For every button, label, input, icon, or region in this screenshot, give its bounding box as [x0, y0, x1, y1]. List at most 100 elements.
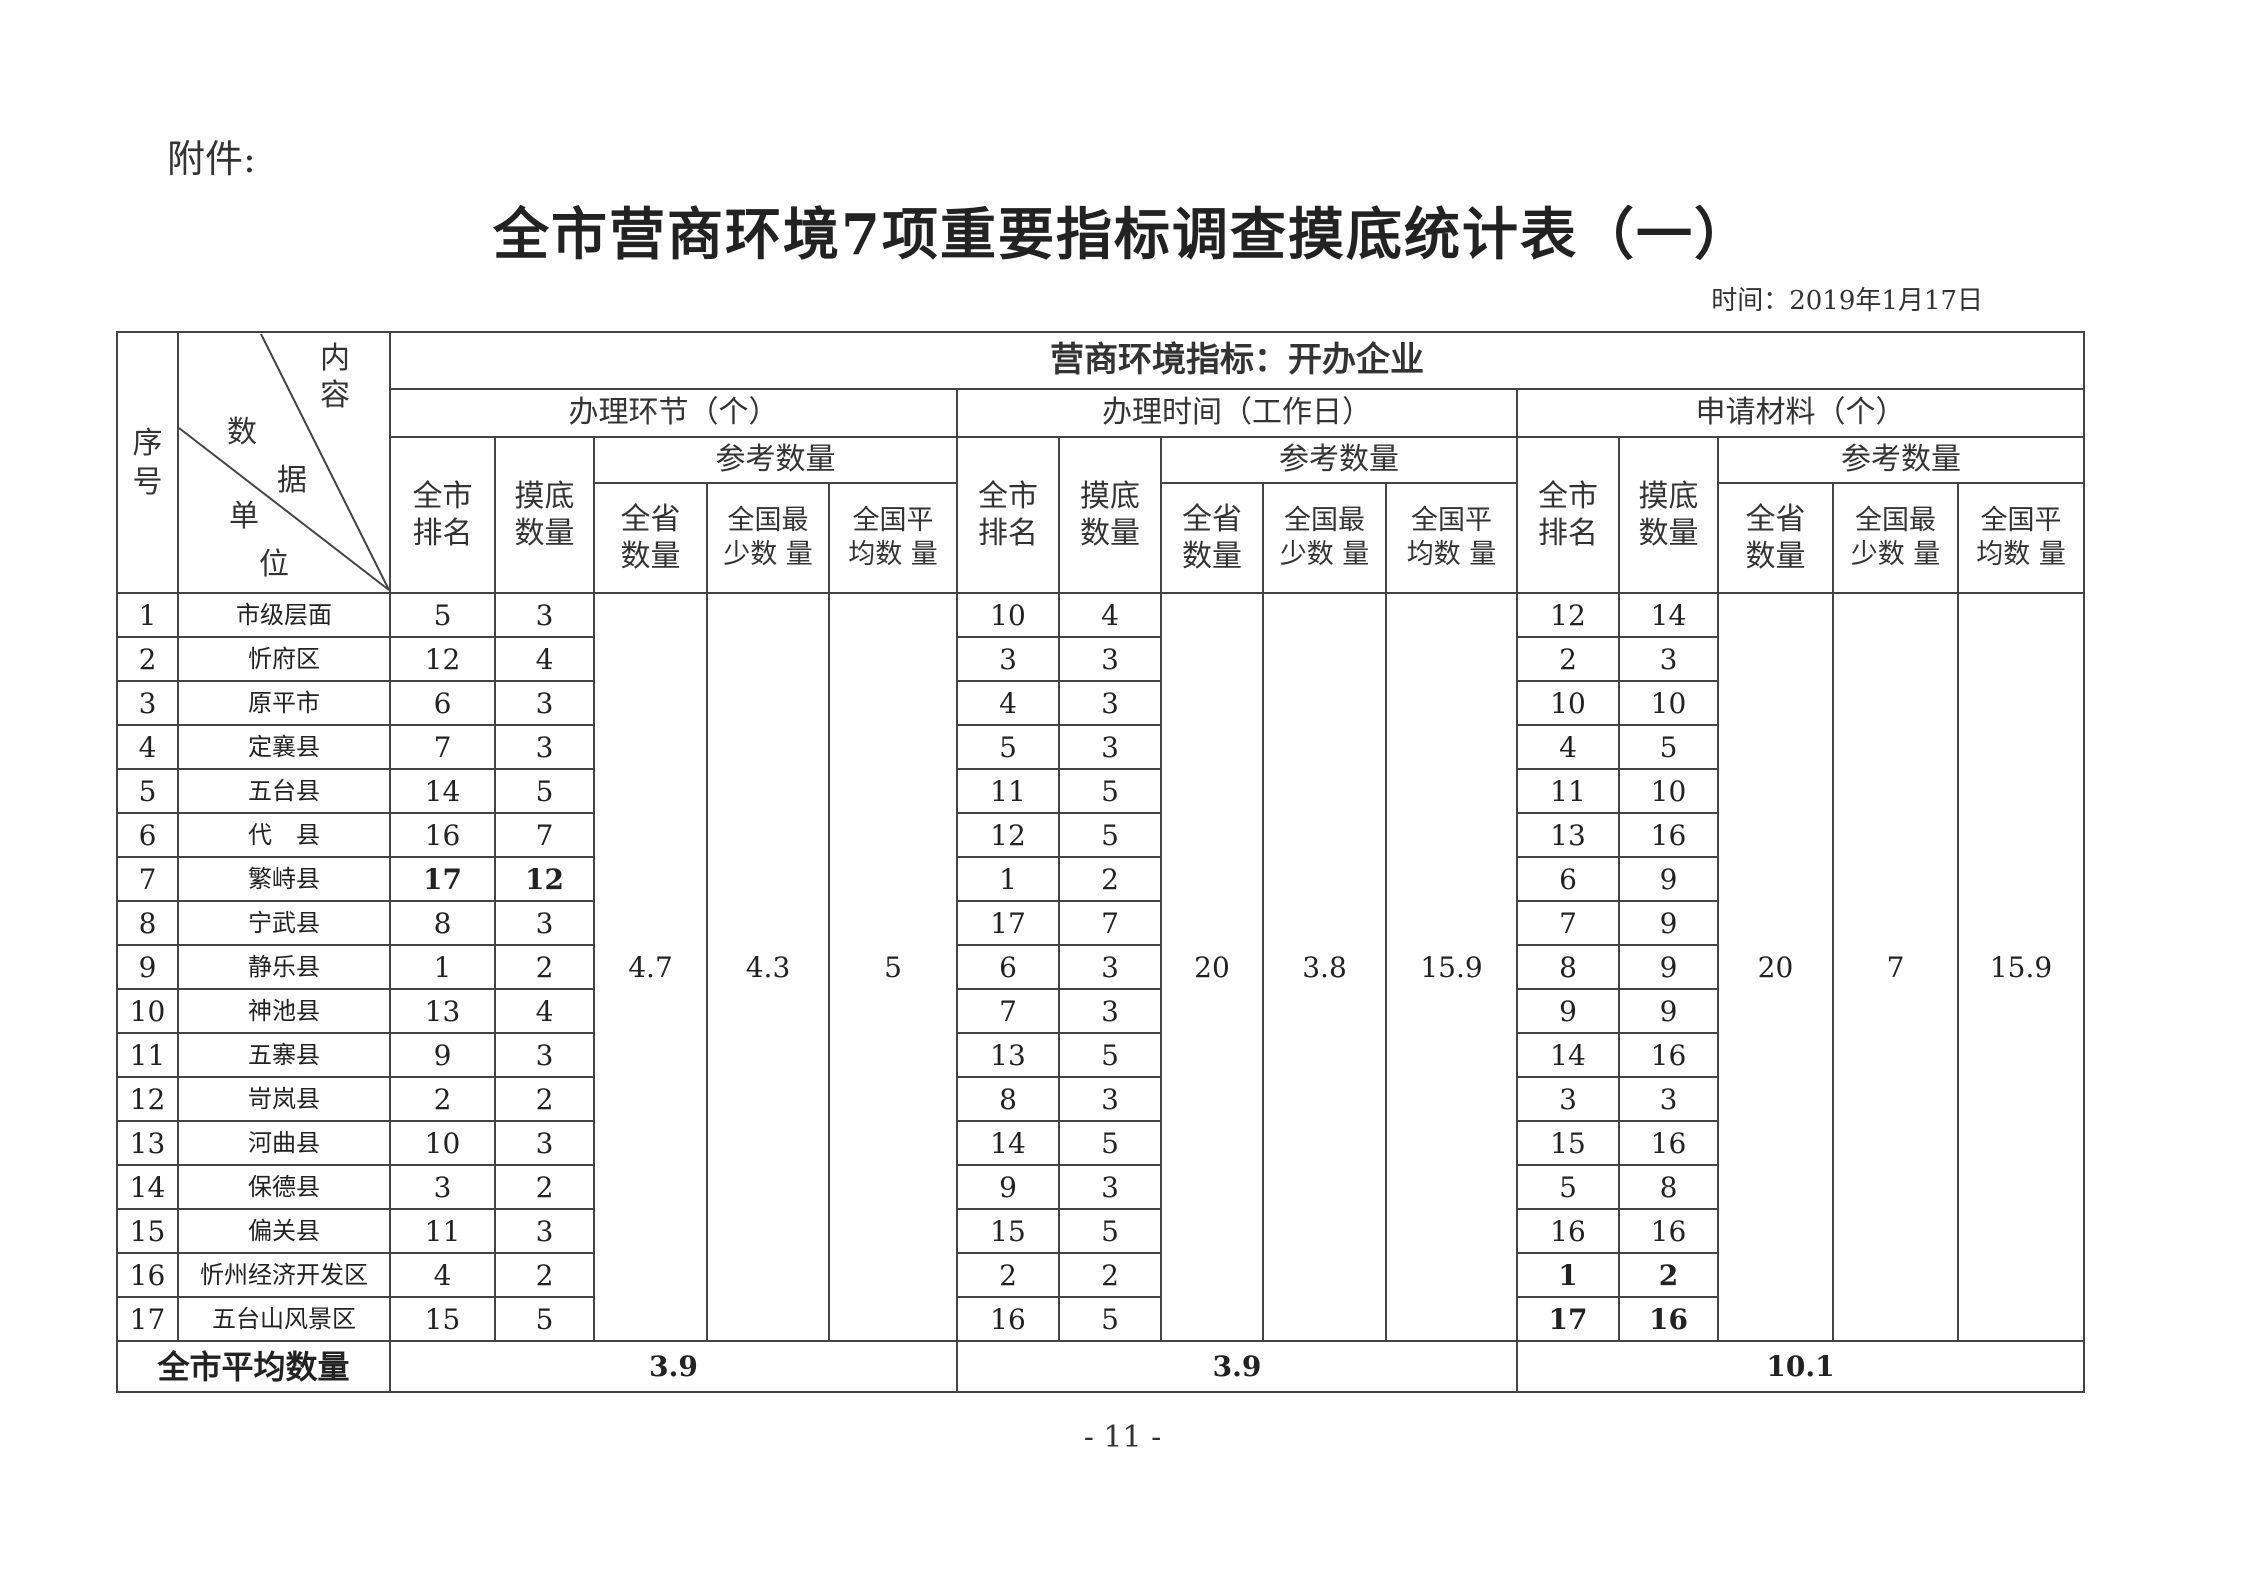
row-number: 16 [116, 1252, 179, 1298]
g1-city-rank: 4 [389, 1252, 496, 1298]
g1-city-average: 3.9 [389, 1340, 958, 1393]
diagonal-lines [179, 333, 390, 591]
g1-survey-qty: 7 [494, 812, 595, 858]
g1-survey-qty: 3 [494, 1208, 595, 1254]
g2-survey-qty: 5 [1058, 812, 1162, 858]
g1-city-rank: 2 [389, 1076, 496, 1122]
g2-survey-qty: 5 [1058, 1208, 1162, 1254]
survey-qty-header: 摸底数量 [494, 436, 595, 594]
g3-survey-qty: 9 [1618, 944, 1719, 990]
g1-national-min-value: 4.3 [706, 592, 830, 1342]
g2-national-avg-value: 15.9 [1385, 592, 1518, 1342]
g1-survey-qty: 2 [494, 1252, 595, 1298]
survey-qty-header: 摸底数量 [1058, 436, 1162, 594]
province-qty-header: 全省数量 [593, 482, 708, 594]
g2-survey-qty: 3 [1058, 636, 1162, 682]
unit-name: 五台县 [177, 768, 391, 814]
unit-name: 岢岚县 [177, 1076, 391, 1122]
row-number: 10 [116, 988, 179, 1034]
row-number: 5 [116, 768, 179, 814]
survey-qty-header: 摸底数量 [1618, 436, 1719, 594]
national-avg-header: 全国平均数 量 [1385, 482, 1518, 594]
g3-province-value: 20 [1717, 592, 1834, 1342]
row-number: 4 [116, 724, 179, 770]
city-rank-header: 全市排名 [1516, 436, 1620, 594]
city-average-row: 全市平均数量 3.9 3.9 10.1 [116, 1340, 2086, 1393]
row-number: 1 [116, 592, 179, 638]
reference-header: 参考数量 [1160, 436, 1518, 484]
unit-name: 市级层面 [177, 592, 391, 638]
table-row: 9 静乐县 1 2 6 3 8 9 [116, 944, 2084, 990]
table-row: 1 市级层面 5 3 4.7 4.3 5 10 4 20 3.8 15.9 12 14 20 7 15.… [116, 592, 2086, 1342]
g2-city-rank: 7 [956, 988, 1060, 1034]
row-number: 13 [116, 1120, 179, 1166]
row-number: 14 [116, 1164, 179, 1210]
unit-name: 原平市 [177, 680, 391, 726]
table-row: 11 五寨县 9 3 13 5 14 16 [116, 1032, 2084, 1078]
g2-survey-qty: 3 [1058, 988, 1162, 1034]
g1-survey-qty: 4 [494, 988, 595, 1034]
unit-name: 河曲县 [177, 1120, 391, 1166]
g3-survey-qty: 2 [1618, 1252, 1719, 1298]
g3-national-min-value: 7 [1832, 592, 1959, 1342]
g2-city-rank: 5 [956, 724, 1060, 770]
diag-content-label: 内容 [320, 340, 350, 414]
g1-city-rank: 7 [389, 724, 496, 770]
table-row: 8 宁武县 8 3 17 7 7 9 [116, 900, 2084, 946]
row-number: 3 [116, 680, 179, 726]
g1-survey-qty: 3 [494, 592, 595, 638]
header-seq: 序号 [116, 331, 179, 594]
g1-city-rank: 9 [389, 1032, 496, 1078]
g1-survey-qty: 5 [494, 768, 595, 814]
g2-survey-qty: 5 [1058, 1296, 1162, 1342]
unit-name: 忻州经济开发区 [177, 1252, 391, 1298]
g1-survey-qty: 5 [494, 1296, 595, 1342]
g1-survey-qty: 2 [494, 1164, 595, 1210]
g3-survey-qty: 5 [1618, 724, 1719, 770]
page-number: - 11 - [1083, 1420, 1162, 1455]
indicator-header: 营商环境指标：开办企业 [388, 331, 2086, 390]
table-row: 13 河曲县 10 3 14 5 15 16 [116, 1120, 2084, 1166]
reference-header: 参考数量 [1716, 436, 2086, 484]
attachment-label: 附件: [167, 137, 256, 181]
g2-city-rank: 8 [956, 1076, 1060, 1122]
g3-city-rank: 13 [1516, 812, 1620, 858]
g1-city-rank: 3 [389, 1164, 496, 1210]
g1-survey-qty: 2 [494, 1076, 595, 1122]
city-average-label: 全市平均数量 [116, 1340, 391, 1393]
g3-national-avg-value: 15.9 [1956, 592, 2086, 1342]
g3-survey-qty: 16 [1618, 812, 1719, 858]
g3-city-rank: 16 [1516, 1208, 1620, 1254]
g3-survey-qty: 9 [1618, 988, 1719, 1034]
g2-city-rank: 6 [956, 944, 1060, 990]
g3-city-rank: 5 [1516, 1164, 1620, 1210]
g3-survey-qty: 10 [1618, 680, 1719, 726]
g2-survey-qty: 5 [1058, 1120, 1162, 1166]
g2-city-rank: 11 [956, 768, 1060, 814]
row-number: 8 [116, 900, 179, 946]
row-number: 15 [116, 1208, 179, 1254]
g3-survey-qty: 14 [1618, 592, 1719, 638]
g2-survey-qty: 5 [1058, 768, 1162, 814]
g2-survey-qty: 3 [1058, 680, 1162, 726]
national-min-header: 全国最少数 量 [1262, 482, 1387, 594]
diag-data-label-2: 据 [277, 462, 307, 498]
g1-city-rank: 11 [389, 1208, 496, 1254]
city-rank-header: 全市排名 [389, 436, 496, 594]
table-row: 5 五台县 14 5 11 5 11 10 [116, 768, 2084, 814]
city-rank-header: 全市排名 [956, 436, 1060, 594]
national-min-header: 全国最少数 量 [706, 482, 830, 594]
unit-name: 代 县 [177, 812, 391, 858]
g3-city-rank: 14 [1516, 1032, 1620, 1078]
group-header-g2: 办理时间（工作日） [956, 388, 1518, 438]
g1-city-rank: 12 [389, 636, 496, 682]
g3-survey-qty: 3 [1618, 636, 1719, 682]
g3-survey-qty: 16 [1618, 1120, 1719, 1166]
g1-survey-qty: 3 [494, 680, 595, 726]
province-qty-header: 全省数量 [1160, 482, 1264, 594]
table-row: 6 代 县 16 7 12 5 13 16 [116, 812, 2084, 858]
g1-national-avg-value: 5 [828, 592, 958, 1342]
g3-city-average: 10.1 [1515, 1340, 2086, 1393]
